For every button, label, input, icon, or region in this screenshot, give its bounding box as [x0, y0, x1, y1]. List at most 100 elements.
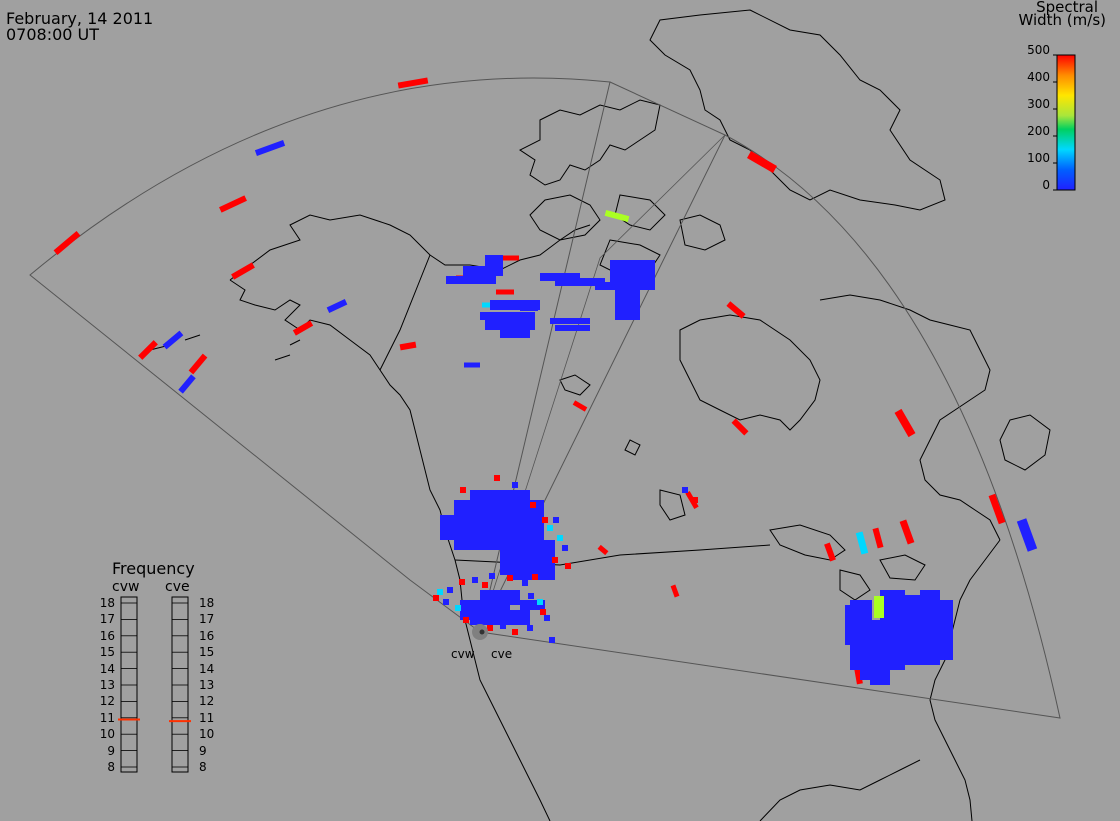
- echo-block: [446, 276, 496, 284]
- echo-segment: [597, 544, 609, 556]
- coastlines: [149, 9, 1051, 821]
- echo-block: [890, 610, 920, 665]
- frequency-radar-cvw: cvw: [112, 579, 140, 595]
- echo-block: [440, 515, 470, 540]
- colorbar-tick: 0: [1042, 178, 1050, 192]
- frequency-tick-left: 16: [99, 628, 115, 643]
- echo-segment: [726, 301, 746, 319]
- frequency-tick-left: 8: [107, 760, 115, 774]
- echo-block: [874, 596, 884, 618]
- echo-cell: [542, 517, 548, 523]
- frequency-tick-right: 18: [199, 596, 215, 610]
- echo-segment: [53, 231, 81, 255]
- echo-segment: [178, 374, 196, 394]
- frequency-tick-left: 18: [99, 596, 115, 610]
- colorbar-tick: 300: [1027, 97, 1050, 111]
- echo-cell: [460, 487, 466, 493]
- echo-cell: [527, 625, 533, 631]
- echo-segment: [899, 519, 915, 545]
- echo-cell: [692, 497, 698, 503]
- echo-cell: [553, 517, 559, 523]
- frequency-title: Frequency: [112, 559, 195, 578]
- frequency-bar-cve: [171, 596, 189, 773]
- echo-segment: [988, 493, 1006, 525]
- echo-cell: [512, 482, 518, 488]
- echo-block: [870, 640, 890, 685]
- colorbar-gradient: [1056, 54, 1076, 191]
- echo-cell: [489, 573, 495, 579]
- echo-segment: [670, 584, 680, 598]
- echo-segment: [747, 151, 777, 173]
- echo-block: [520, 600, 545, 610]
- echo-cell: [549, 637, 555, 643]
- echo-cell: [494, 475, 500, 481]
- echo-cell: [537, 509, 543, 515]
- echo-cell: [459, 579, 465, 585]
- echo-block: [500, 610, 530, 625]
- echo-block: [550, 318, 590, 324]
- echo-block: [555, 278, 605, 286]
- arctic-islands: [519, 99, 726, 276]
- echo-cell: [455, 605, 461, 611]
- site-label-cvw: cvw: [451, 647, 475, 661]
- echo-cell: [530, 502, 536, 508]
- echo-cell: [532, 574, 538, 580]
- echo-segment: [872, 527, 884, 549]
- echo-block: [463, 266, 503, 276]
- echo-cell: [447, 587, 453, 593]
- great-lakes: [769, 524, 926, 601]
- echo-block: [470, 615, 500, 625]
- echo-cell: [547, 525, 553, 531]
- echo-segment: [231, 262, 255, 280]
- colorbar-title-line2: Width (m/s): [1018, 11, 1106, 29]
- frequency-tick-left: 11: [99, 710, 115, 725]
- echo-segment: [731, 418, 749, 436]
- frequency-tick-right: 12: [199, 694, 215, 709]
- echo-segment: [855, 531, 869, 555]
- frequency-panel: [118, 596, 191, 773]
- labrador-coast: [819, 294, 1001, 541]
- colorbar-tick: 500: [1027, 43, 1050, 57]
- frequency-tick-left: 13: [99, 678, 115, 692]
- alaska-border: [379, 254, 431, 371]
- echo-cell: [443, 599, 449, 605]
- us-east-coast: [929, 539, 1001, 821]
- greenland-coast: [649, 9, 946, 211]
- fov-divider: [609, 81, 726, 136]
- frequency-tick-left: 15: [99, 645, 115, 660]
- echo-segment: [254, 140, 286, 156]
- frequency-tick-right: 10: [199, 727, 215, 742]
- echo-cell: [562, 545, 568, 551]
- echo-cell: [433, 595, 439, 601]
- frequency-tick-right: 15: [199, 645, 215, 660]
- echo-cell: [542, 567, 548, 573]
- echo-segment: [1016, 518, 1038, 552]
- alaska-coast: [229, 214, 591, 561]
- frequency-bar-cvw: [120, 596, 138, 773]
- echo-cell: [522, 492, 528, 498]
- echo-segment: [824, 542, 836, 562]
- echo-segment: [399, 341, 417, 351]
- echo-cell: [540, 609, 546, 615]
- echo-cell: [507, 575, 513, 581]
- date-label: February, 14 2011: [6, 9, 154, 28]
- echo-segment: [162, 330, 184, 350]
- frequency-tick-right: 13: [199, 678, 215, 692]
- echo-cell: [475, 619, 481, 625]
- echo-segment: [894, 408, 916, 438]
- echo-cell: [487, 625, 493, 631]
- echo-segment: [604, 209, 630, 223]
- newfoundland-coast: [999, 414, 1051, 471]
- echo-cell: [472, 577, 478, 583]
- echo-segment: [501, 255, 519, 261]
- colorbar-tick: 200: [1027, 124, 1050, 138]
- echo-block: [480, 590, 520, 605]
- colorbar-title-line1: Spectral: [1036, 0, 1098, 16]
- interior-lakes: [559, 374, 686, 521]
- frequency-tick-right: 11: [199, 710, 215, 725]
- frequency-tick-left: 10: [99, 727, 115, 742]
- echo-block: [615, 290, 640, 320]
- frequency-tick-left: 9: [107, 743, 115, 758]
- frequency-tick-right: 14: [199, 661, 215, 676]
- echo-block: [935, 600, 953, 660]
